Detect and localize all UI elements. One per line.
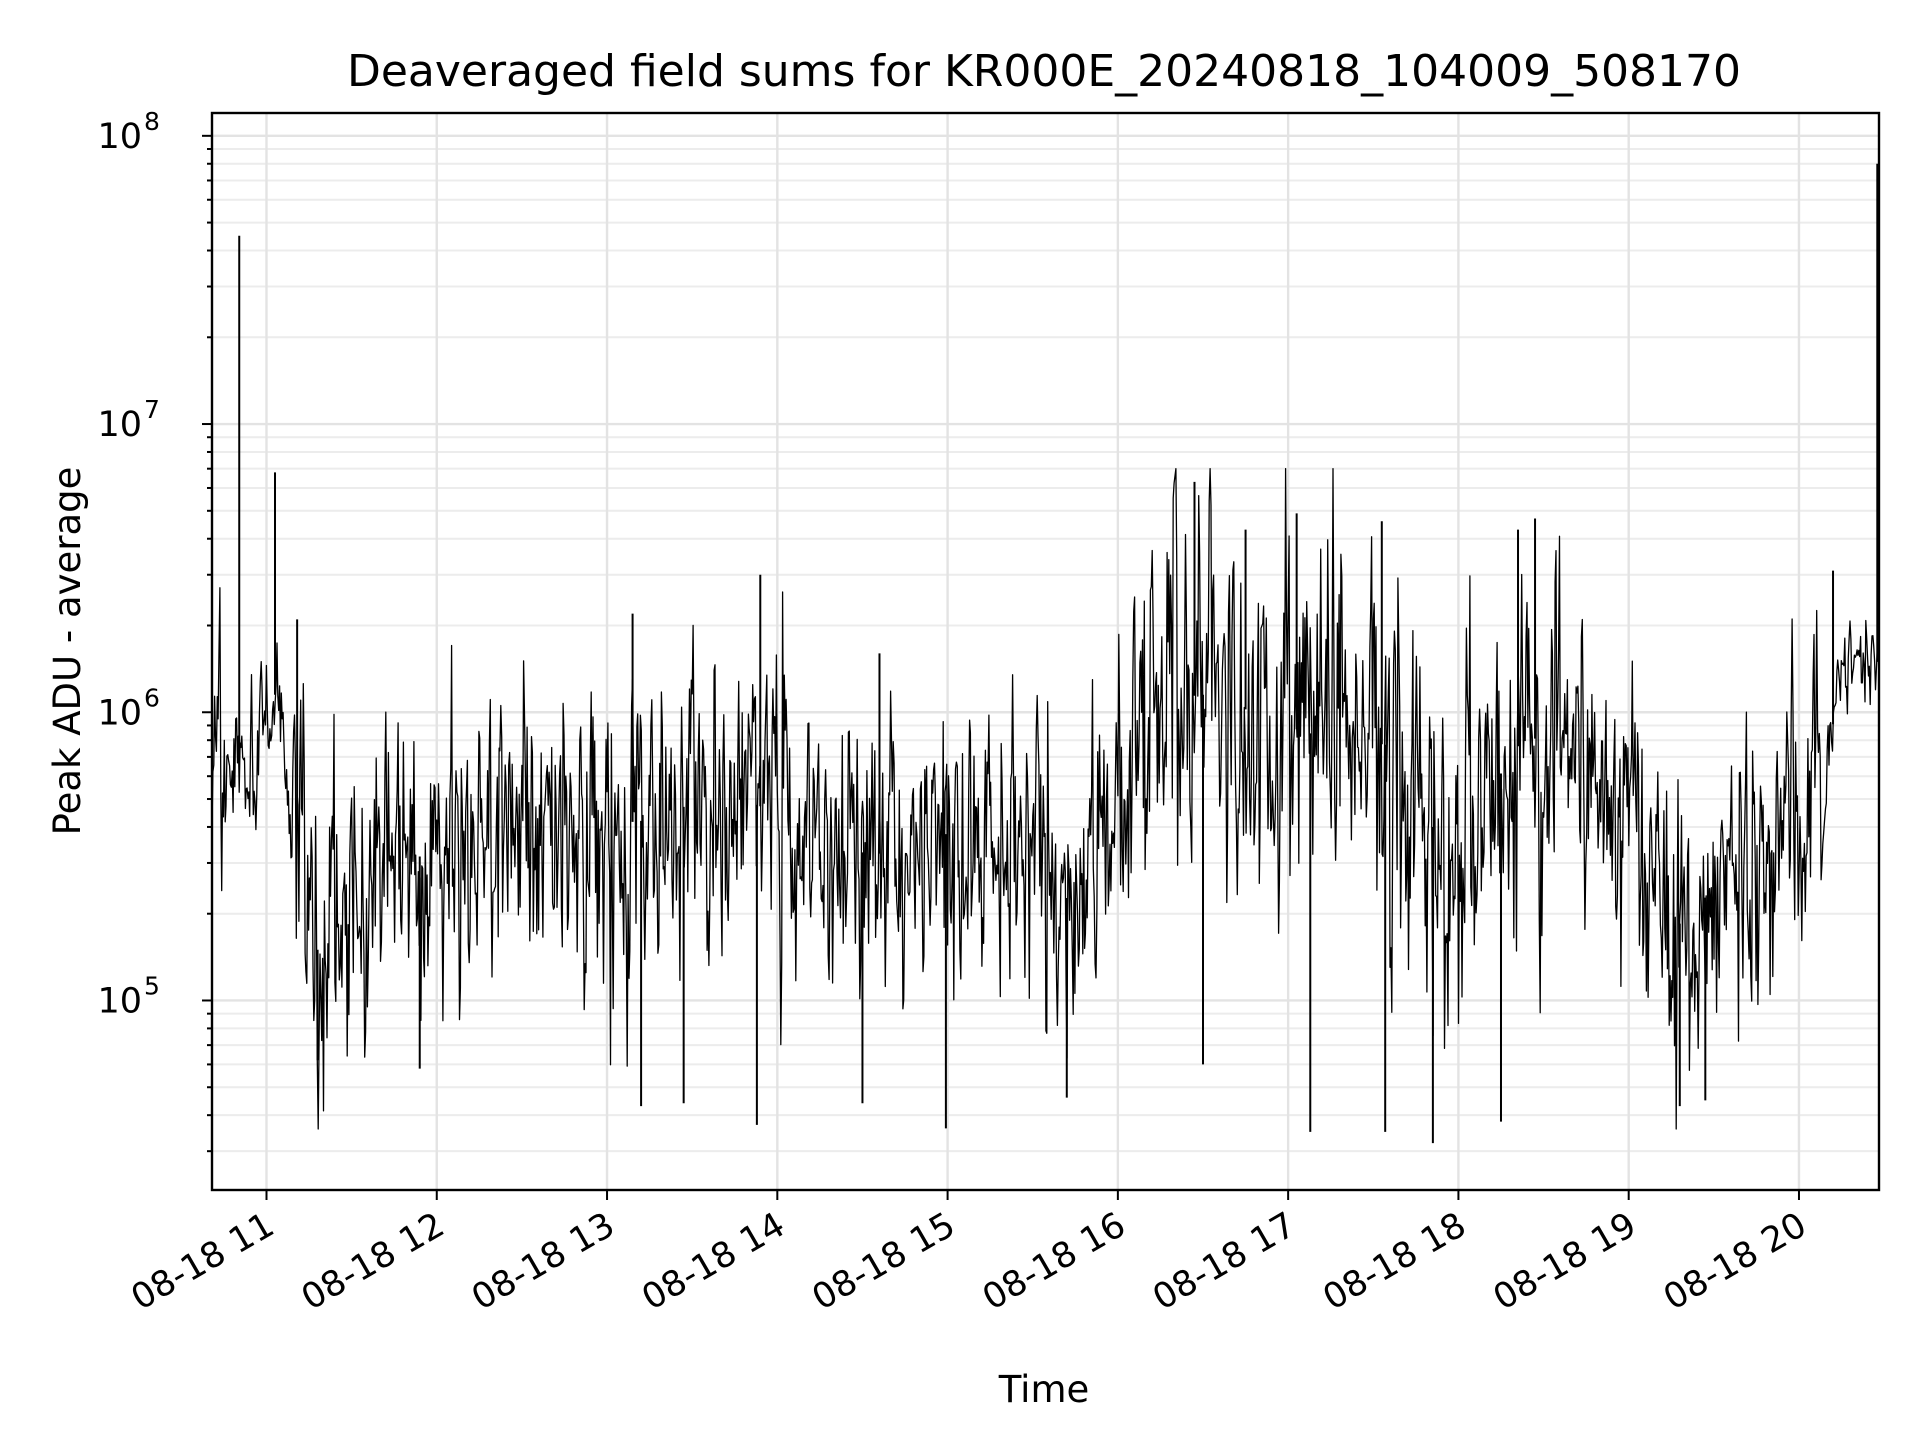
y-tick-exponent: 8 xyxy=(144,107,160,136)
y-axis-label: Peak ADU - average xyxy=(46,467,89,836)
y-tick-label: 10 xyxy=(97,117,142,157)
y-tick-label: 10 xyxy=(97,693,142,733)
y-tick-exponent: 6 xyxy=(144,683,160,712)
series-line xyxy=(211,468,1880,1130)
spike-marks xyxy=(238,163,1879,1144)
y-tick-label: 10 xyxy=(97,405,142,445)
y-tick-exponent: 7 xyxy=(144,395,160,424)
y-tick-label: 10 xyxy=(97,981,142,1021)
y-tick-exponent: 5 xyxy=(144,971,160,1000)
x-axis-label: Time xyxy=(998,1368,1090,1411)
chart-title: Deaveraged field sums for KR000E_2024081… xyxy=(347,46,1741,97)
plot-frame xyxy=(210,111,1881,1192)
